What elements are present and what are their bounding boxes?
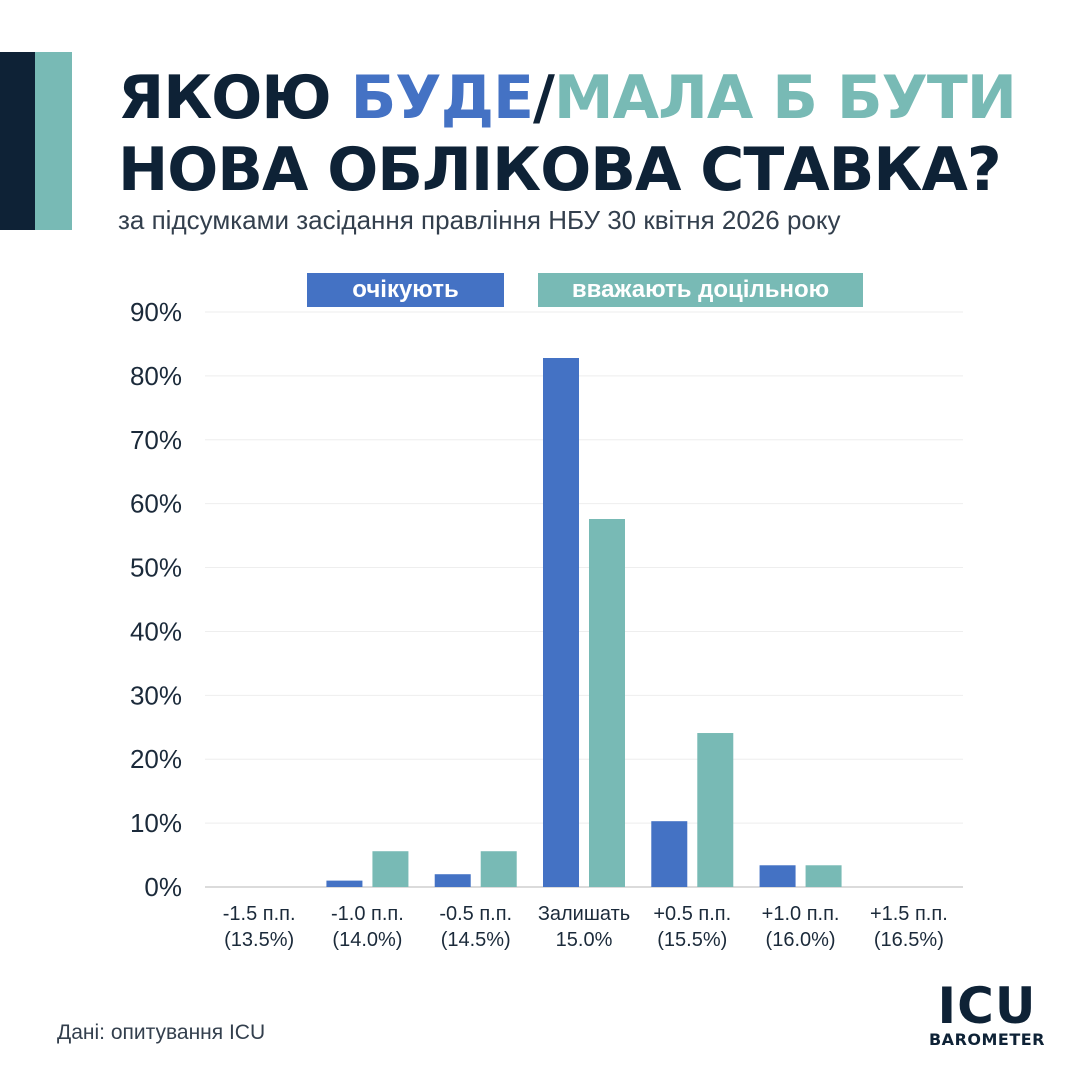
bar-expect (759, 865, 796, 887)
x-tick-label: (14.0%) (332, 929, 402, 951)
title-line-2: НОВА ОБЛІКОВА СТАВКА? (118, 135, 1002, 205)
x-tick-label: (14.5%) (441, 929, 511, 951)
bar-appropriate (589, 519, 625, 887)
title-part-4: МАЛА Б БУТИ (553, 63, 1017, 133)
source-note: Дані: опитування ICU (57, 1021, 266, 1044)
y-tick-label: 10% (130, 808, 182, 838)
x-tick-label: Залишать (538, 903, 630, 925)
bar-expect (434, 874, 471, 887)
icu-barometer-logo: ICU BAROMETER (922, 977, 1052, 1050)
y-tick-label: 60% (130, 489, 182, 519)
x-tick-label: -1.0 п.п. (331, 903, 404, 925)
legend-item-expect: очікують (307, 273, 504, 307)
x-tick-label: (16.0%) (766, 929, 836, 951)
x-tick-label: (16.5%) (874, 929, 944, 951)
title-part-1: ЯКОЮ (118, 63, 351, 133)
x-tick-label: +1.0 п.п. (762, 903, 840, 925)
chart-subtitle: за підсумками засідання правління НБУ 30… (118, 205, 841, 235)
y-tick-label: 0% (144, 872, 182, 902)
x-tick-label: (15.5%) (657, 929, 727, 951)
bar-appropriate (372, 851, 409, 887)
y-tick-label: 70% (130, 425, 182, 455)
title-part-2: БУДЕ (350, 63, 534, 133)
x-tick-label: -1.5 п.п. (223, 903, 296, 925)
chart-title: ЯКОЮ БУДЕ/МАЛА Б БУТИ НОВА ОБЛІКОВА СТАВК… (118, 62, 1017, 206)
bar-appropriate (805, 865, 842, 887)
bar-appropriate (480, 851, 517, 887)
legend-item-appropriate: вважають доцільною (538, 273, 863, 307)
y-tick-label: 90% (130, 297, 182, 327)
bar-expect (543, 358, 579, 887)
y-tick-label: 30% (130, 680, 182, 710)
bar-appropriate (697, 733, 734, 887)
title-part-3: / (533, 63, 555, 133)
logo-sub-text: BAROMETER (928, 1030, 1045, 1049)
y-tick-label: 50% (130, 553, 182, 583)
bar-expect (651, 821, 688, 887)
accent-bar-teal (35, 52, 72, 230)
x-tick-label: +0.5 п.п. (653, 903, 731, 925)
x-tick-label: 15.0% (556, 929, 613, 951)
accent-bar-dark (0, 52, 35, 230)
y-tick-label: 40% (130, 616, 182, 646)
x-tick-label: -0.5 п.п. (439, 903, 512, 925)
x-tick-label: +1.5 п.п. (870, 903, 948, 925)
x-tick-label: (13.5%) (224, 929, 294, 951)
y-tick-label: 20% (130, 744, 182, 774)
bar-expect (326, 880, 363, 887)
logo-main-text: ICU (937, 977, 1037, 1035)
y-tick-label: 80% (130, 361, 182, 391)
